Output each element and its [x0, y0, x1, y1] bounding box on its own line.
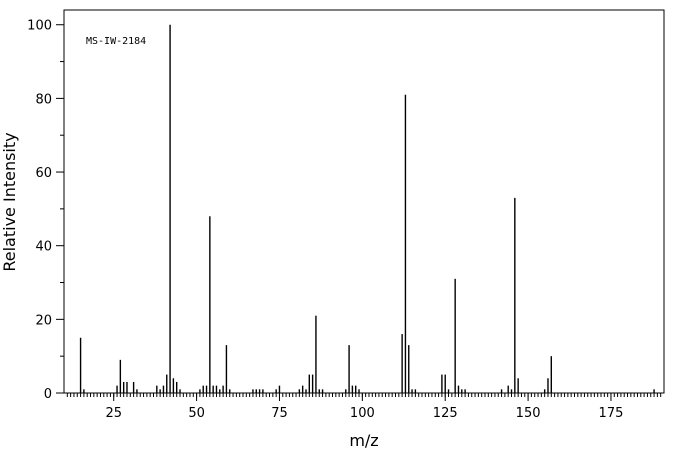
y-tick-label: 100 — [27, 19, 52, 34]
x-tick-label: 150 — [516, 406, 541, 421]
x-tick-label: 175 — [599, 406, 624, 421]
y-tick-label: 20 — [35, 313, 52, 328]
x-axis-ticks: 25 50 75 100 125 150 175 — [105, 393, 623, 421]
y-axis-label: Relative Intensity — [0, 132, 19, 271]
chart-annotation: MS-IW-2184 — [86, 36, 146, 47]
y-tick-label: 80 — [35, 92, 52, 107]
x-tick-label: 125 — [433, 406, 458, 421]
y-axis-ticks: 0 20 40 60 80 100 — [27, 19, 64, 402]
spectrum-peaks — [79, 24, 655, 393]
y-tick-label: 0 — [44, 387, 52, 402]
y-tick-label: 60 — [35, 166, 52, 181]
y-tick-label: 40 — [35, 240, 52, 255]
x-minor-ticks — [66, 393, 662, 397]
x-tick-label: 50 — [188, 406, 205, 421]
x-tick-label: 100 — [350, 406, 375, 421]
x-axis-label: m/z — [349, 431, 378, 450]
x-tick-label: 75 — [271, 406, 288, 421]
plot-frame — [63, 9, 665, 394]
x-tick-label: 25 — [105, 406, 122, 421]
